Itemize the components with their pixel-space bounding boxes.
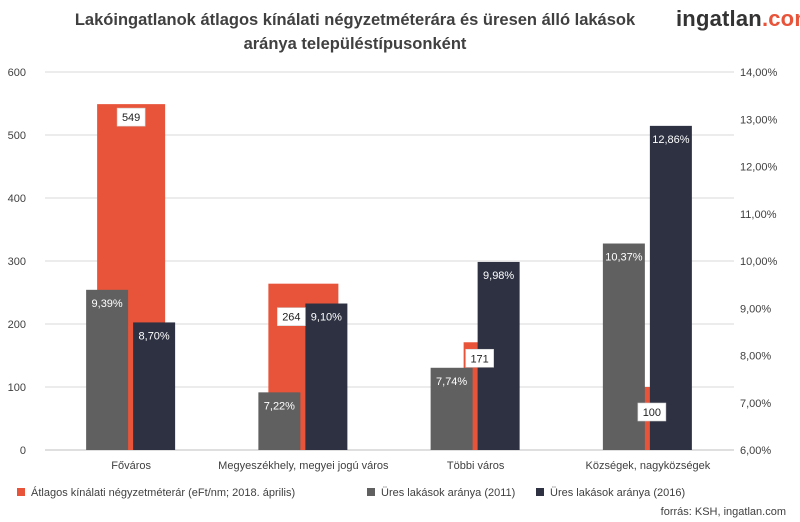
right-axis-tick-label: 12,00%: [740, 162, 778, 174]
legend-label: Átlagos kínálati négyzetméterár (eFt/nm;…: [31, 486, 295, 499]
data-label-empty-2011: 9,39%: [92, 298, 123, 310]
bar-empty-2011: [430, 367, 473, 450]
bar-empty-2011: [86, 289, 129, 450]
data-label-empty-2011: 7,74%: [436, 376, 467, 388]
data-label-empty-2016: 8,70%: [139, 330, 170, 342]
chart-title-line-2: aránya településtípusonként: [243, 35, 467, 53]
bar-empty-2016: [133, 322, 176, 450]
legend: Átlagos kínálati négyzetméterár (eFt/nm;…: [17, 486, 685, 499]
legend-swatch: [536, 488, 544, 496]
ingatlan-logo: ingatlan.com: [676, 6, 800, 32]
right-axis-ticks: 6,00% 7,00% 8,00% 9,00% 10,00% 11,00% 12,00% 13…: [740, 67, 778, 457]
legend-label: Üres lakások aránya (2016): [550, 487, 685, 499]
data-label-price: 100: [643, 407, 661, 419]
bar-empty-2011: [258, 392, 301, 450]
category-labels: Főváros Megyeszékhely, megyei jogú város T…: [111, 460, 710, 472]
bar-empty-2016: [305, 303, 348, 450]
right-axis-tick-label: 7,00%: [740, 398, 771, 410]
category-label: Főváros: [111, 460, 151, 472]
left-axis-tick-label: 200: [8, 319, 26, 331]
logo-suffix: .com: [761, 6, 800, 31]
right-axis-tick-label: 9,00%: [740, 303, 771, 315]
left-axis-tick-label: 400: [8, 193, 26, 205]
category-label: Többi város: [447, 460, 505, 472]
right-axis-tick-label: 6,00%: [740, 445, 771, 457]
left-axis-ticks: 0 100 200 300 400 500 600: [8, 67, 26, 457]
right-axis-tick-label: 10,00%: [740, 256, 778, 268]
chart-title-line-1: Lakóingatlanok átlagos kínálati négyzetm…: [74, 11, 636, 29]
data-label-empty-2011: 7,22%: [264, 400, 295, 412]
left-axis-tick-label: 500: [8, 130, 26, 142]
data-label-price-box: [637, 402, 667, 422]
data-label-empty-2011: 10,37%: [605, 252, 643, 264]
left-axis-tick-label: 600: [8, 67, 26, 79]
chart-title: Lakóingatlanok átlagos kínálati négyzetm…: [40, 8, 670, 56]
data-label-price-box: [465, 348, 494, 368]
data-label-empty-2016: 9,10%: [311, 312, 342, 324]
data-label-price-box: [277, 307, 306, 326]
data-label-price: 171: [470, 353, 488, 365]
right-axis-tick-label: 11,00%: [740, 209, 777, 221]
right-axis-tick-label: 14,00%: [740, 67, 778, 79]
source-note: forrás: KSH, ingatlan.com: [660, 506, 786, 518]
logo-text: ingatlan: [676, 6, 762, 31]
data-label-empty-2016: 9,98%: [483, 270, 514, 282]
category-label: Megyeszékhely, megyei jogú város: [218, 460, 389, 472]
bar-empty-2016: [649, 125, 692, 451]
left-axis-tick-label: 100: [8, 382, 26, 394]
right-axis-tick-label: 8,00%: [740, 351, 771, 363]
left-axis-tick-label: 300: [8, 256, 26, 268]
legend-label: Üres lakások aránya (2011): [381, 487, 515, 499]
legend-swatch: [17, 488, 25, 496]
legend-swatch: [367, 488, 375, 496]
category-label: Községek, nagyközségek: [586, 460, 711, 472]
data-label-price: 264: [282, 312, 300, 324]
data-label-empty-2016: 12,86%: [652, 134, 690, 146]
left-axis-tick-label: 0: [20, 445, 26, 457]
data-label-price-box: [116, 107, 146, 127]
data-label-price: 549: [122, 112, 140, 124]
right-axis-tick-label: 13,00%: [740, 114, 778, 126]
